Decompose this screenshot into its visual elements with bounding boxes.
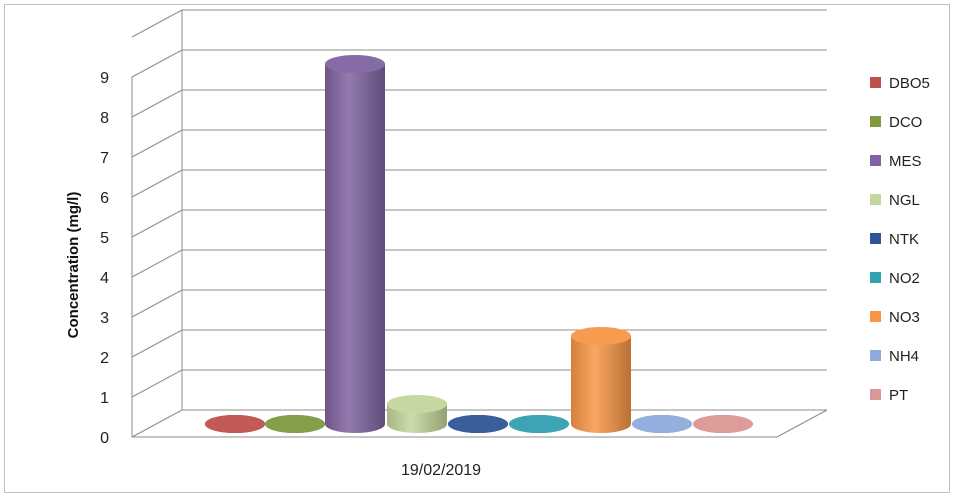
bar-ntk bbox=[448, 415, 508, 433]
bar-dco bbox=[265, 415, 325, 433]
legend-label: DCO bbox=[889, 114, 922, 131]
legend-item-dco: DCO bbox=[870, 114, 922, 131]
legend-item-pt: PT bbox=[870, 387, 908, 404]
bars bbox=[205, 55, 753, 433]
legend-item-mes: MES bbox=[870, 153, 922, 170]
gridline-side bbox=[131, 49, 183, 78]
legend-item-ntk: NTK bbox=[870, 231, 919, 248]
gridline-side bbox=[131, 169, 183, 198]
y-tick-label: 6 bbox=[100, 190, 109, 207]
gridline-side bbox=[131, 369, 183, 398]
gridline-side bbox=[131, 329, 183, 358]
legend-label: NGL bbox=[889, 192, 920, 209]
gridline-side bbox=[131, 89, 183, 118]
gridline-side bbox=[131, 9, 183, 38]
bar-mes bbox=[325, 55, 385, 433]
y-axis-label: Concentration (mg/l) bbox=[65, 192, 82, 339]
y-tick-label: 3 bbox=[100, 310, 109, 327]
legend-swatch bbox=[870, 389, 881, 400]
legend-swatch bbox=[870, 77, 881, 88]
legend-label: NH4 bbox=[889, 348, 919, 365]
y-tick-label: 9 bbox=[100, 70, 109, 87]
legend-label: PT bbox=[889, 387, 908, 404]
chart-frame: 0 1 2 3 4 5 6 7 8 9 Concentration (mg/l) 19/02/20… bbox=[4, 4, 950, 493]
legend-item-dbo5: DBO5 bbox=[870, 75, 930, 92]
legend-label: MES bbox=[889, 153, 922, 170]
legend-item-ngl: NGL bbox=[870, 192, 920, 209]
y-tick-label: 5 bbox=[100, 230, 109, 247]
legend-item-no3: NO3 bbox=[870, 309, 920, 326]
legend-swatch bbox=[870, 155, 881, 166]
legend-label: DBO5 bbox=[889, 75, 930, 92]
bar-nh4 bbox=[632, 415, 692, 433]
y-tick-label: 8 bbox=[100, 110, 109, 127]
gridline-side bbox=[131, 249, 183, 278]
grid bbox=[131, 9, 828, 438]
y-tick-label: 1 bbox=[100, 390, 109, 407]
bar-pt bbox=[693, 415, 753, 433]
legend-label: NO2 bbox=[889, 270, 920, 287]
y-tick-label: 0 bbox=[100, 430, 109, 447]
legend-label: NO3 bbox=[889, 309, 920, 326]
legend-item-no2: NO2 bbox=[870, 270, 920, 287]
bar-no2 bbox=[509, 415, 569, 433]
y-tick-label: 2 bbox=[100, 350, 109, 367]
gridline-side bbox=[131, 409, 183, 438]
gridline-side bbox=[131, 129, 183, 158]
legend-item-nh4: NH4 bbox=[870, 348, 919, 365]
legend: DBO5 DCO MES NGL NTK NO2 NO3 NH4 PT bbox=[870, 75, 930, 404]
x-category-label: 19/02/2019 bbox=[401, 462, 481, 479]
chart-canvas: 0 1 2 3 4 5 6 7 8 9 Concentration (mg/l) 19/02/20… bbox=[65, 9, 930, 479]
floor-edge-right bbox=[776, 409, 828, 438]
legend-swatch bbox=[870, 116, 881, 127]
y-tick-label: 7 bbox=[100, 150, 109, 167]
legend-swatch bbox=[870, 194, 881, 205]
bar-dbo5 bbox=[205, 415, 265, 433]
gridline-side bbox=[131, 289, 183, 318]
legend-swatch bbox=[870, 233, 881, 244]
legend-swatch bbox=[870, 272, 881, 283]
gridline-side bbox=[131, 209, 183, 238]
y-tick-label: 4 bbox=[100, 270, 109, 287]
legend-swatch bbox=[870, 350, 881, 361]
bar-ngl bbox=[387, 395, 447, 433]
legend-label: NTK bbox=[889, 231, 919, 248]
y-axis-ticks: 0 1 2 3 4 5 6 7 8 9 bbox=[100, 70, 109, 447]
legend-swatch bbox=[870, 311, 881, 322]
bar-no3 bbox=[571, 327, 631, 433]
